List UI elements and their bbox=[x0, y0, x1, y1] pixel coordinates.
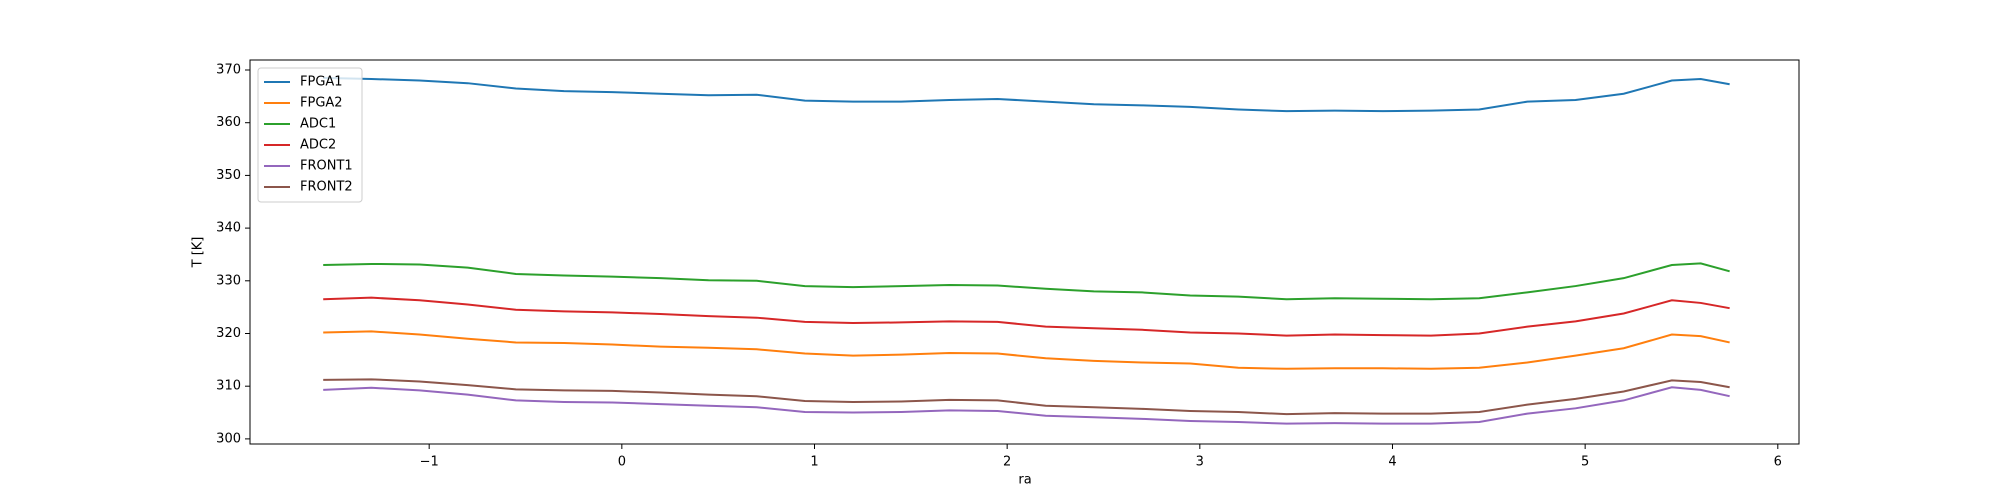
x-tick-label: 1 bbox=[810, 455, 818, 470]
x-tick-label: 2 bbox=[1003, 455, 1011, 470]
legend-label: FPGA2 bbox=[300, 96, 343, 111]
y-tick-label: 370 bbox=[216, 63, 241, 78]
y-tick-label: 330 bbox=[216, 273, 241, 288]
x-tick-label: 3 bbox=[1196, 455, 1204, 470]
series-line bbox=[323, 378, 1730, 416]
x-tick-label: 5 bbox=[1581, 455, 1589, 470]
y-tick-label: 320 bbox=[216, 326, 241, 341]
x-tick-label: 4 bbox=[1388, 455, 1396, 470]
x-tick-label: 0 bbox=[618, 455, 626, 470]
legend-label: ADC1 bbox=[300, 117, 336, 132]
series-line bbox=[323, 296, 1730, 337]
legend-box bbox=[257, 67, 363, 203]
x-tick-label: −1 bbox=[420, 455, 439, 470]
y-tick-label: 340 bbox=[216, 221, 241, 236]
plot-frame bbox=[249, 59, 1800, 445]
y-tick-label: 360 bbox=[216, 115, 241, 130]
y-tick-label: 300 bbox=[216, 431, 241, 446]
legend: FPGA1 FPGA2 ADC1 ADC2 FRONT1 FRONT2 bbox=[257, 67, 363, 203]
x-axis-label: ra bbox=[1018, 473, 1031, 488]
y-tick-label: 310 bbox=[216, 379, 241, 394]
series-line bbox=[323, 262, 1730, 301]
legend-label: FPGA1 bbox=[300, 75, 343, 90]
series-line bbox=[323, 386, 1730, 425]
series-line bbox=[323, 76, 1730, 113]
legend-label: FRONT2 bbox=[300, 180, 353, 195]
series-line bbox=[323, 330, 1730, 370]
x-tick-label: 6 bbox=[1774, 455, 1782, 470]
y-tick-label: 350 bbox=[216, 168, 241, 183]
y-axis-label: T [K] bbox=[191, 237, 206, 269]
legend-label: ADC2 bbox=[300, 138, 336, 153]
legend-label: FRONT1 bbox=[300, 159, 353, 174]
